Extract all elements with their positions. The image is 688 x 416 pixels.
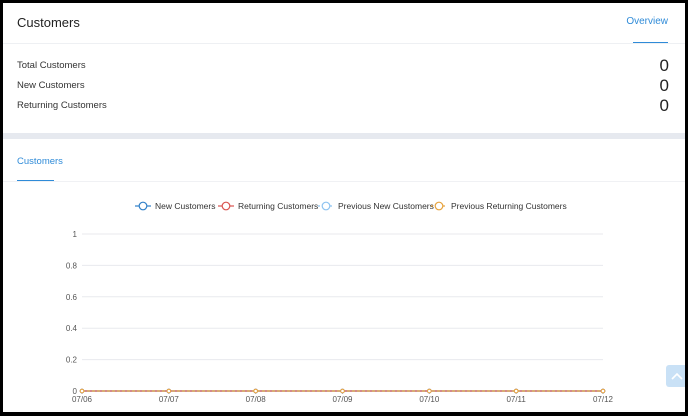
stat-value: 0: [659, 56, 669, 75]
y-tick-label: 1: [73, 230, 78, 239]
stat-label: Returning Customers: [17, 100, 107, 111]
chart-legend: New Customers Returning Customers Previo…: [3, 199, 685, 213]
legend-label: New Customers: [155, 201, 216, 211]
stat-new-customers: New Customers 0: [17, 76, 669, 100]
customers-chart-card: Customers New Customers Returning Custom…: [3, 139, 685, 412]
data-point[interactable]: [79, 388, 85, 394]
divider: [3, 43, 685, 44]
x-tick-label: 07/11: [506, 395, 526, 404]
circle-line-icon: [135, 201, 151, 211]
stat-label: New Customers: [17, 80, 85, 91]
legend-item-previous-new-customers[interactable]: Previous New Customers: [318, 199, 434, 213]
tab-overview-indicator: [633, 42, 668, 43]
circle-line-icon: [218, 201, 234, 211]
section-gap: [3, 133, 685, 139]
tab-customers[interactable]: Customers: [17, 156, 63, 167]
data-point[interactable]: [513, 388, 519, 394]
x-tick-label: 07/12: [593, 395, 614, 404]
customers-summary-card: Customers Overview Total Customers 0 New…: [3, 3, 685, 133]
tab-overview[interactable]: Overview: [626, 16, 668, 27]
legend-label: Previous Returning Customers: [451, 201, 567, 211]
x-tick-label: 07/09: [332, 395, 353, 404]
stat-returning-customers: Returning Customers 0: [17, 96, 669, 120]
circle-dashed-line-icon: [431, 201, 447, 211]
customers-line-chart: 0 0.2 0.4 0.6 0.8 1 07/06 07/07 07/08 07/09 07/10 0…: [66, 230, 614, 404]
legend-item-new-customers[interactable]: New Customers: [135, 199, 215, 213]
arrow-up-icon: [671, 372, 683, 380]
legend-item-returning-customers[interactable]: Returning Customers: [218, 199, 318, 213]
x-tick-label: 07/06: [72, 395, 93, 404]
x-tick-label: 07/10: [419, 395, 440, 404]
y-tick-label: 0.8: [66, 261, 78, 270]
y-tick-label: 0.4: [66, 324, 78, 333]
app-frame: Customers Overview Total Customers 0 New…: [3, 3, 685, 412]
data-point[interactable]: [340, 388, 345, 394]
circle-dashed-line-icon: [318, 201, 334, 211]
data-point[interactable]: [427, 388, 432, 394]
stat-label: Total Customers: [17, 60, 86, 71]
scroll-to-top-button[interactable]: [666, 365, 685, 387]
y-tick-label: 0.6: [66, 293, 78, 302]
tab-customers-indicator: [17, 180, 54, 181]
legend-item-previous-returning-customers[interactable]: Previous Returning Customers: [431, 199, 567, 213]
stat-value: 0: [659, 76, 669, 95]
x-tick-label: 07/07: [159, 395, 180, 404]
divider: [3, 181, 685, 182]
y-tick-label: 0.2: [66, 356, 78, 365]
data-point[interactable]: [253, 388, 258, 394]
data-point[interactable]: [600, 388, 606, 394]
legend-label: Returning Customers: [238, 201, 319, 211]
card-title: Customers: [17, 15, 80, 30]
x-tick-label: 07/08: [246, 395, 267, 404]
stat-total-customers: Total Customers 0: [17, 56, 669, 80]
legend-label: Previous New Customers: [338, 201, 434, 211]
stat-value: 0: [659, 96, 669, 115]
y-tick-label: 0: [73, 387, 78, 396]
data-point[interactable]: [166, 388, 172, 394]
